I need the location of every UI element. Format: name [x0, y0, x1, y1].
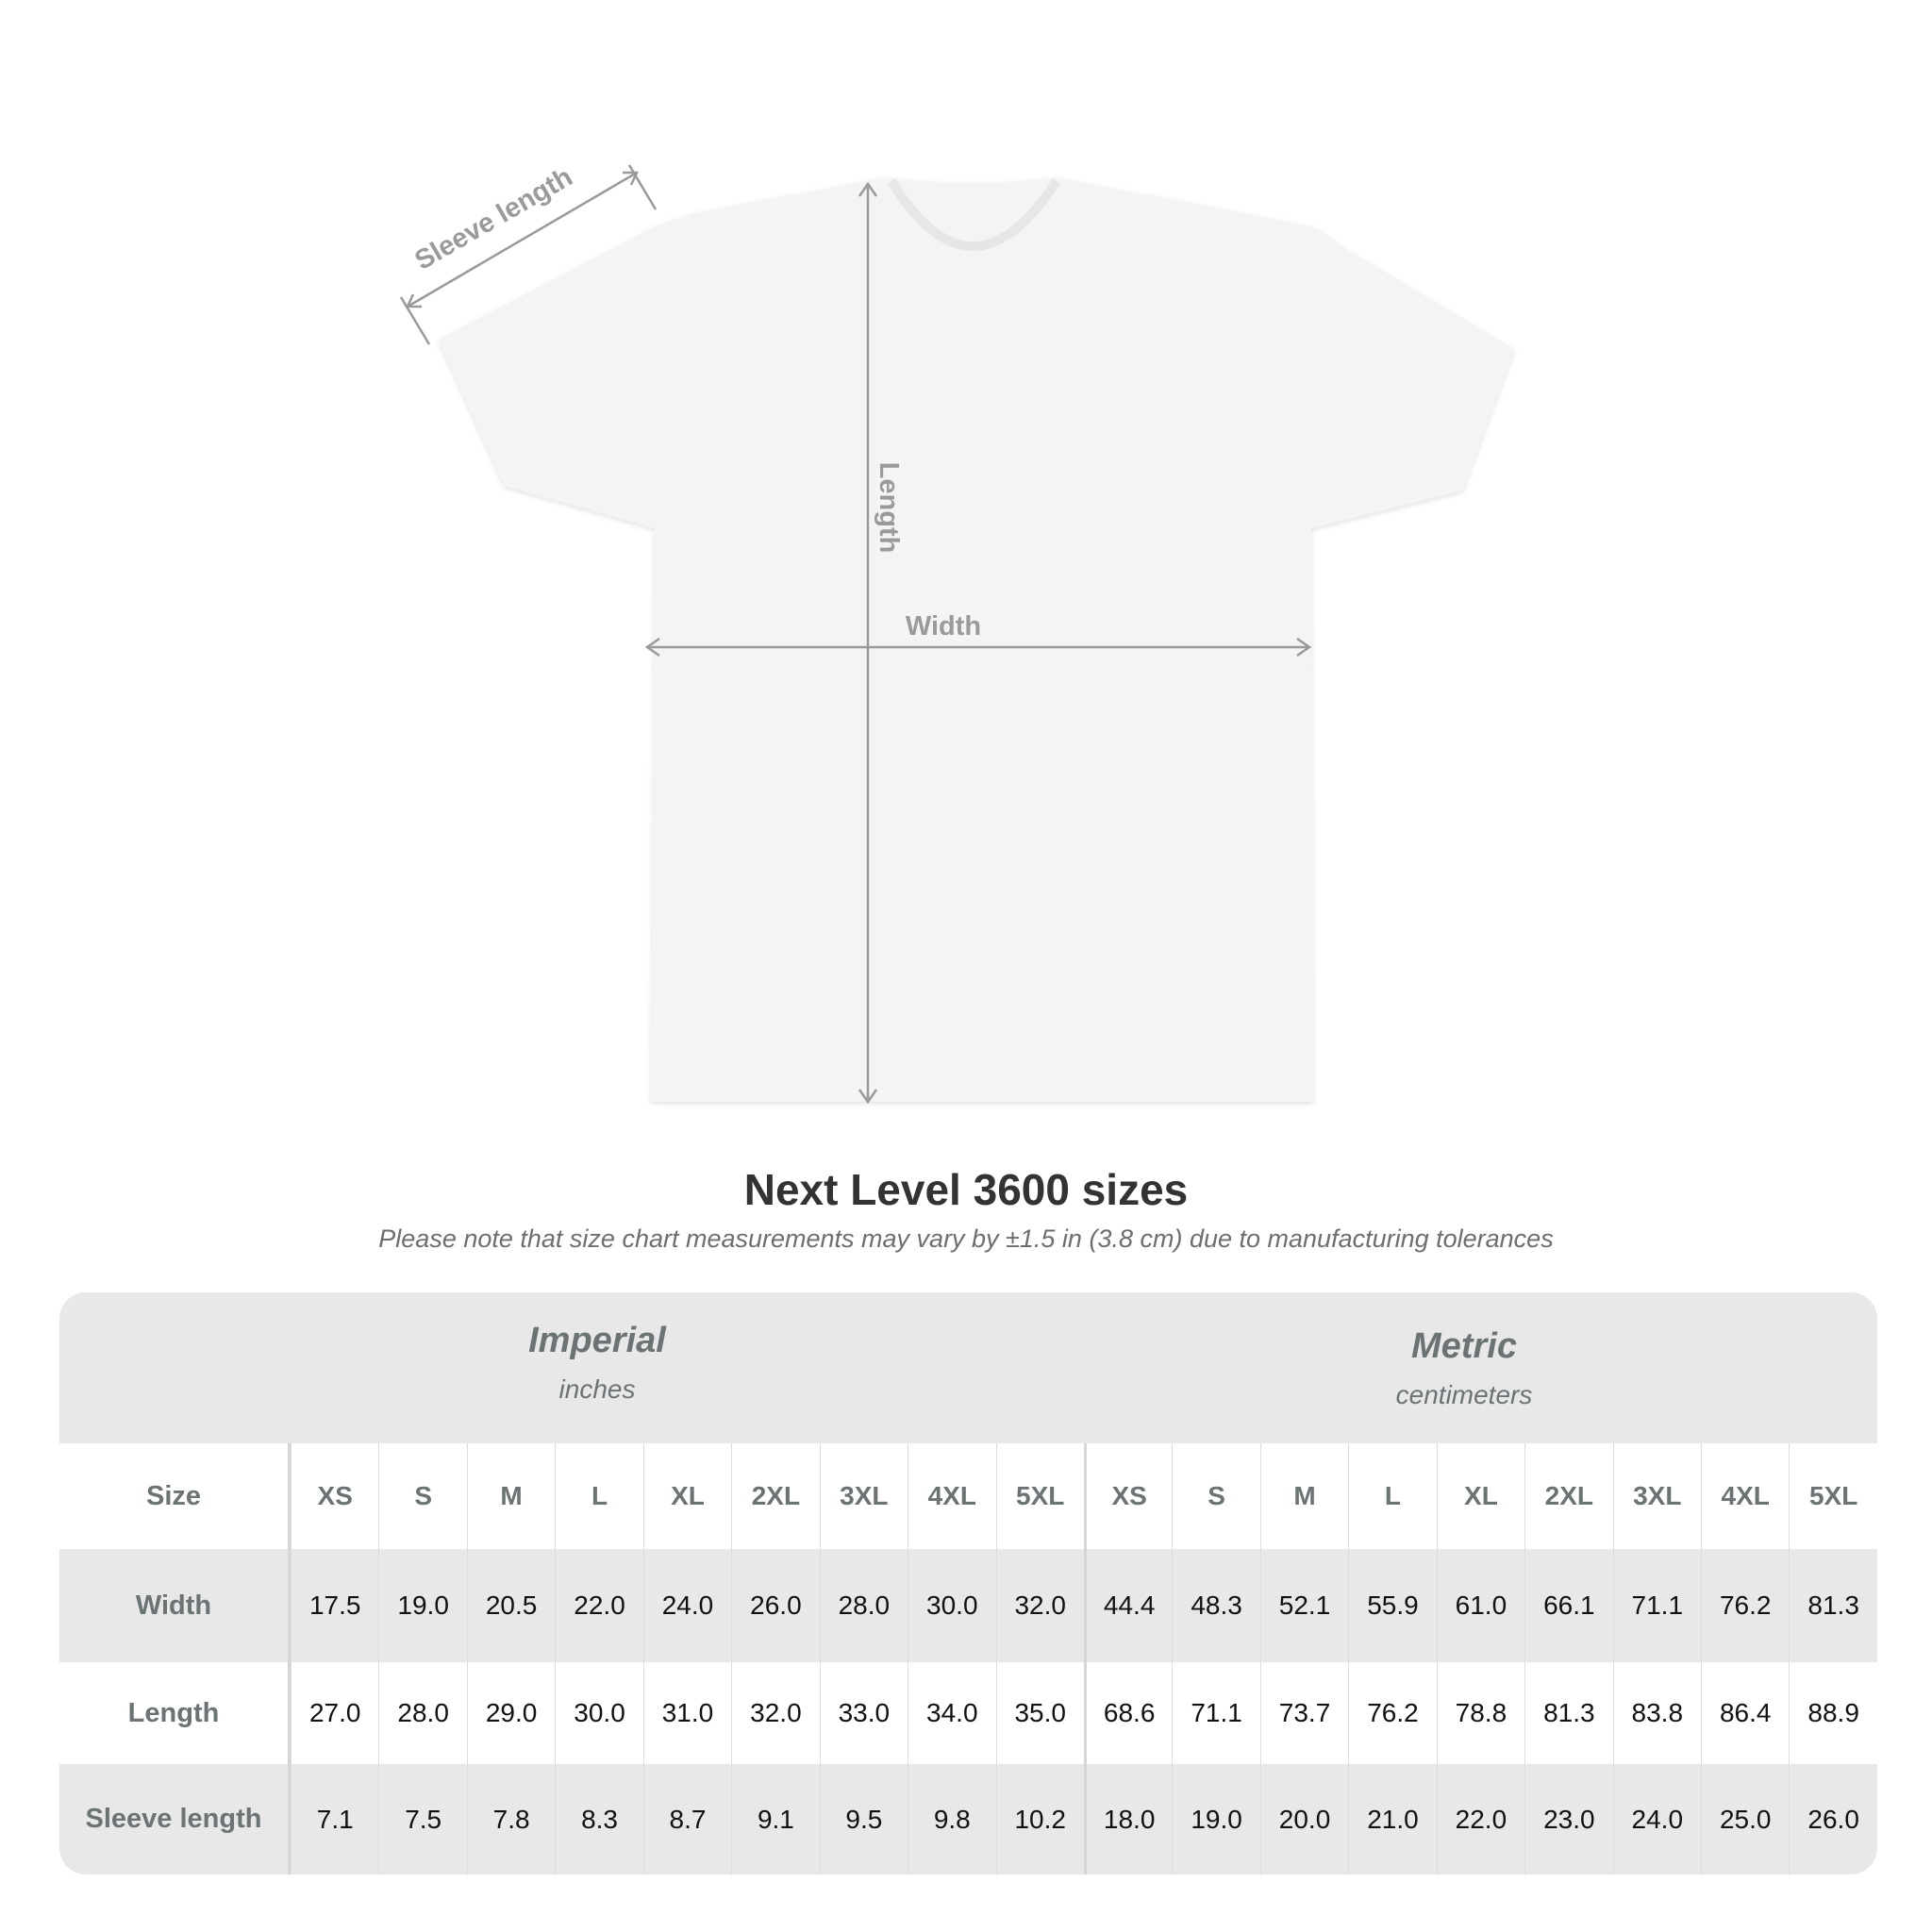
size-header-cell: 5XL	[995, 1443, 1084, 1549]
value-cell: 9.8	[908, 1764, 995, 1874]
size-header-cell: L	[1348, 1443, 1436, 1549]
value-cell: 7.5	[378, 1764, 466, 1874]
width-label: Width	[906, 611, 981, 641]
collar	[887, 178, 1061, 251]
table-row: Width 17.5 19.0 20.5 22.0 24.0 26.0 28.0 30.0 32.…	[59, 1549, 1877, 1662]
value-cell: 9.5	[819, 1764, 908, 1874]
row-label: Width	[59, 1549, 291, 1662]
value-cell: 30.0	[555, 1662, 642, 1764]
value-cell: 35.0	[995, 1662, 1084, 1764]
sleeve-length-label: Sleeve length	[410, 162, 578, 276]
value-cell: 81.3	[1524, 1662, 1612, 1764]
value-cell: 34.0	[908, 1662, 995, 1764]
value-cell: 22.0	[555, 1549, 642, 1662]
system-unit: centimeters	[1395, 1380, 1533, 1409]
sleeve-line	[407, 171, 638, 308]
size-header-cell: S	[1172, 1443, 1259, 1549]
value-cell: 61.0	[1436, 1549, 1524, 1662]
size-header-cell: M	[466, 1443, 555, 1549]
value-cell: 7.8	[466, 1764, 555, 1874]
table-header-band: Imperial inches Metric centimeters	[59, 1292, 1877, 1443]
value-cell: 10.2	[995, 1764, 1084, 1874]
value-cell: 88.9	[1789, 1662, 1876, 1764]
table-row: Sleeve length 7.1 7.5 7.8 8.3 8.7 9.1 9.5 9.8 10.…	[59, 1764, 1877, 1874]
row-label: Length	[59, 1662, 291, 1764]
value-cell: 8.7	[642, 1764, 731, 1874]
value-cell: 24.0	[1612, 1764, 1701, 1874]
system-unit: inches	[558, 1374, 636, 1404]
size-header-cell: XS	[1083, 1443, 1172, 1549]
tshirt-shape	[439, 177, 1514, 1102]
value-cell: 26.0	[1789, 1764, 1876, 1874]
size-row: Size XS S M L XL 2XL 3XL 4XL 5XL XS S M L XL 2XL 3XL 4XL 5…	[59, 1443, 1877, 1549]
value-cell: 22.0	[1436, 1764, 1524, 1874]
value-cell: 21.0	[1348, 1764, 1436, 1874]
value-cell: 86.4	[1701, 1662, 1789, 1764]
value-cell: 20.0	[1259, 1764, 1348, 1874]
value-cell: 26.0	[731, 1549, 819, 1662]
system-name: Imperial	[528, 1321, 666, 1360]
value-cell: 73.7	[1259, 1662, 1348, 1764]
metric-header: Metric centimeters	[1228, 1326, 1700, 1410]
value-cell: 17.5	[291, 1549, 378, 1662]
value-cell: 25.0	[1701, 1764, 1789, 1874]
size-header-cell: XL	[1436, 1443, 1524, 1549]
value-cell: 78.8	[1436, 1662, 1524, 1764]
size-header-cell: M	[1259, 1443, 1348, 1549]
value-cell: 19.0	[378, 1549, 466, 1662]
value-cell: 28.0	[819, 1549, 908, 1662]
size-header-cell: 2XL	[731, 1443, 819, 1549]
size-header-label: Size	[59, 1443, 291, 1549]
size-header-cell: S	[378, 1443, 466, 1549]
value-cell: 48.3	[1172, 1549, 1259, 1662]
value-cell: 31.0	[642, 1662, 731, 1764]
value-cell: 7.1	[291, 1764, 378, 1874]
value-cell: 81.3	[1789, 1549, 1876, 1662]
value-cell: 33.0	[819, 1662, 908, 1764]
value-cell: 52.1	[1259, 1549, 1348, 1662]
value-cell: 8.3	[555, 1764, 642, 1874]
value-cell: 20.5	[466, 1549, 555, 1662]
size-header-cell: 2XL	[1524, 1443, 1612, 1549]
value-cell: 28.0	[378, 1662, 466, 1764]
row-label: Sleeve length	[59, 1764, 291, 1874]
value-cell: 30.0	[908, 1549, 995, 1662]
size-table: Imperial inches Metric centimeters Size X…	[59, 1292, 1877, 1874]
size-header-cell: L	[555, 1443, 642, 1549]
value-cell: 76.2	[1701, 1549, 1789, 1662]
value-cell: 29.0	[466, 1662, 555, 1764]
value-cell: 71.1	[1172, 1662, 1259, 1764]
size-header-cell: 4XL	[908, 1443, 995, 1549]
table-row: Length 27.0 28.0 29.0 30.0 31.0 32.0 33.0 34.0 35…	[59, 1662, 1877, 1764]
page-title: Next Level 3600 sizes	[743, 1165, 1189, 1214]
system-name: Metric	[1411, 1326, 1517, 1366]
value-cell: 23.0	[1524, 1764, 1612, 1874]
value-cell: 68.6	[1083, 1662, 1172, 1764]
value-cell: 18.0	[1083, 1764, 1172, 1874]
value-cell: 27.0	[291, 1662, 378, 1764]
value-cell: 19.0	[1172, 1764, 1259, 1874]
size-header-cell: XS	[291, 1443, 378, 1549]
size-header-cell: XL	[642, 1443, 731, 1549]
value-cell: 55.9	[1348, 1549, 1436, 1662]
value-cell: 44.4	[1083, 1549, 1172, 1662]
value-cell: 66.1	[1524, 1549, 1612, 1662]
value-cell: 76.2	[1348, 1662, 1436, 1764]
size-header-cell: 5XL	[1789, 1443, 1876, 1549]
tolerance-note: Please note that size chart measurements…	[378, 1224, 1554, 1253]
size-header-cell: 3XL	[819, 1443, 908, 1549]
value-cell: 32.0	[731, 1662, 819, 1764]
value-cell: 83.8	[1612, 1662, 1701, 1764]
size-header-cell: 3XL	[1612, 1443, 1701, 1549]
value-cell: 9.1	[731, 1764, 819, 1874]
value-cell: 71.1	[1612, 1549, 1701, 1662]
length-label: Length	[874, 462, 904, 554]
value-cell: 32.0	[995, 1549, 1084, 1662]
imperial-header: Imperial inches	[361, 1321, 833, 1405]
tshirt-diagram: Width Length Sleeve length	[399, 162, 1514, 1105]
size-header-cell: 4XL	[1701, 1443, 1789, 1549]
value-cell: 24.0	[642, 1549, 731, 1662]
